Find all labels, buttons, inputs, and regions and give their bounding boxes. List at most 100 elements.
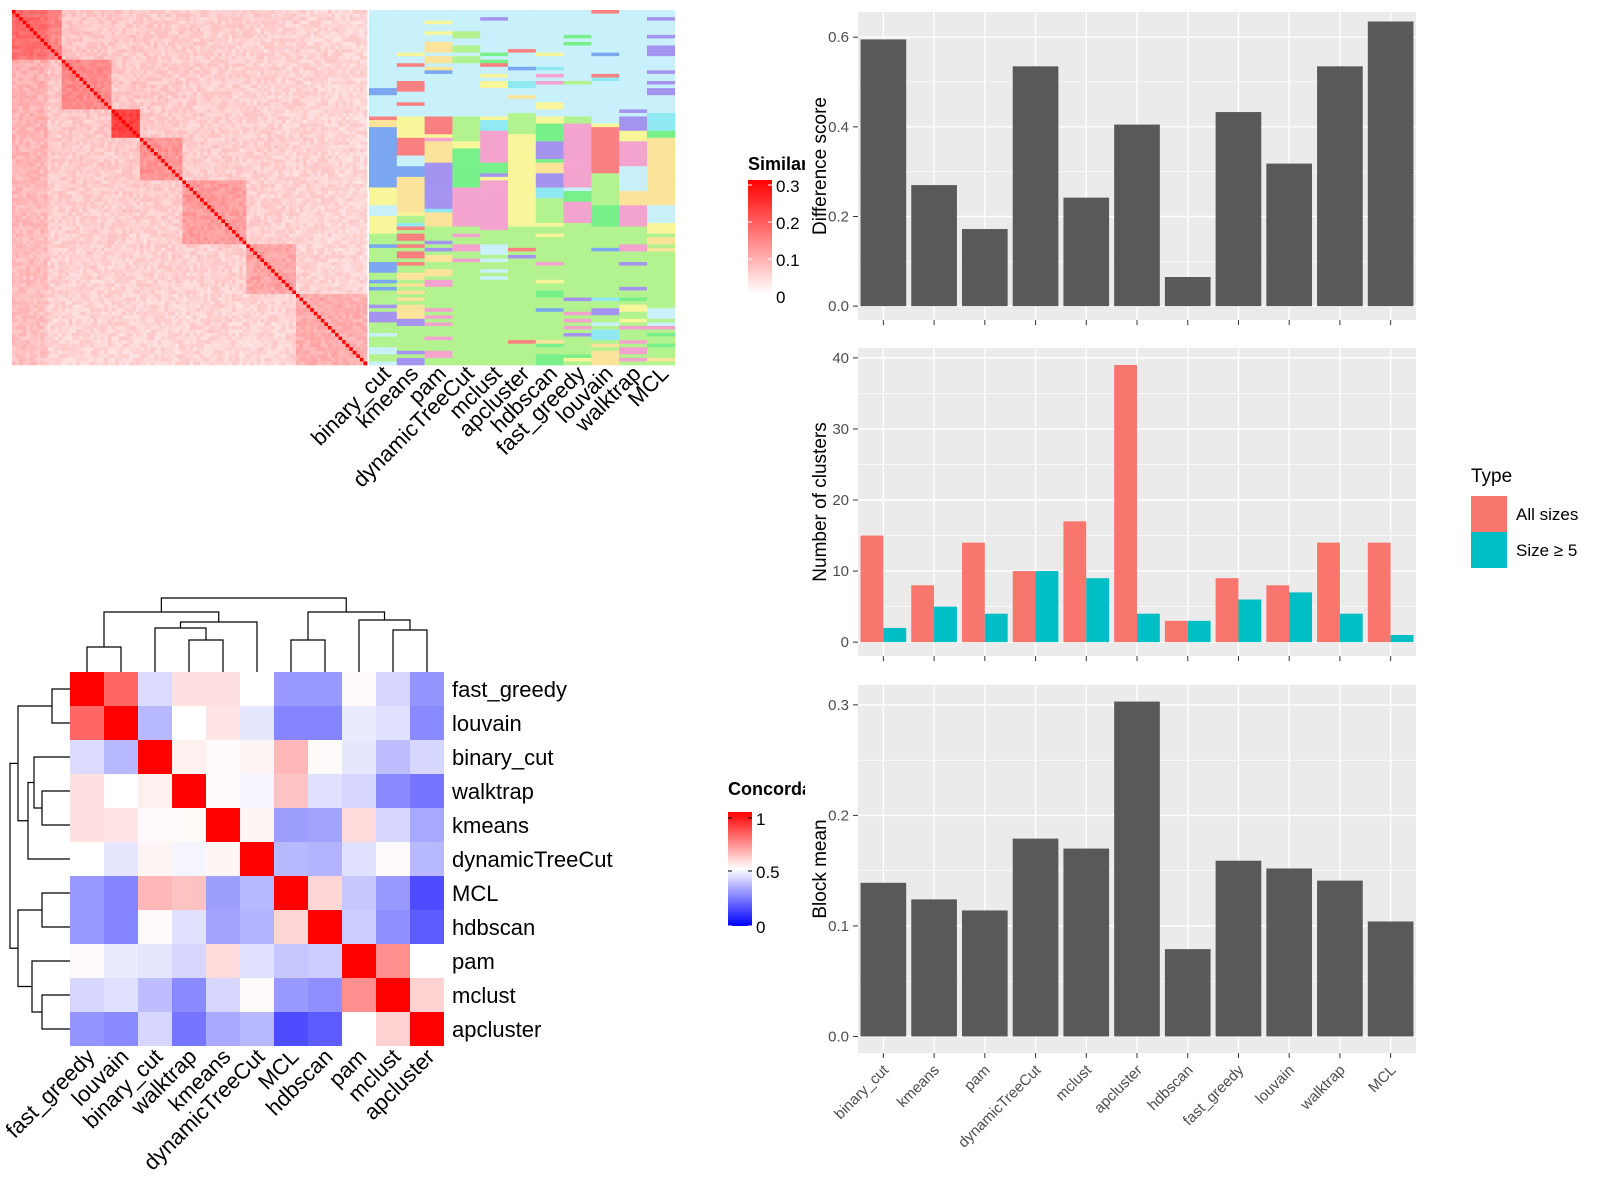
similarity-cell <box>139 70 144 75</box>
similarity-cell <box>203 130 208 135</box>
similarity-cell <box>118 24 123 29</box>
similarity-cell <box>267 13 272 18</box>
similarity-cell <box>299 38 304 43</box>
similarity-cell <box>125 98 130 103</box>
similarity-cell <box>104 162 109 167</box>
similarity-cell <box>143 10 148 14</box>
similarity-cell <box>288 66 293 71</box>
similarity-cell <box>146 102 151 107</box>
similarity-cell <box>225 130 229 135</box>
similarity-cell <box>221 56 226 60</box>
similarity-cell <box>320 134 325 139</box>
similarity-cell <box>146 137 151 142</box>
similarity-cell <box>239 38 244 43</box>
similarity-cell <box>83 155 87 160</box>
similarity-cell <box>136 45 141 50</box>
similarity-cell <box>363 63 368 68</box>
similarity-cell <box>306 84 311 89</box>
similarity-cell <box>239 27 244 32</box>
similarity-cell <box>157 84 162 89</box>
similarity-cell <box>43 141 48 146</box>
similarity-cell <box>22 59 27 64</box>
similarity-cell <box>79 98 84 103</box>
similarity-cell <box>285 91 290 96</box>
similarity-cell <box>256 17 261 21</box>
similarity-cell <box>246 59 251 64</box>
similarity-cell <box>51 116 55 121</box>
similarity-cell <box>320 20 325 25</box>
similarity-cell <box>310 59 315 64</box>
similarity-cell <box>200 20 204 25</box>
similarity-cell <box>225 20 229 25</box>
similarity-cell <box>356 137 361 142</box>
similarity-cell <box>61 41 66 46</box>
similarity-cell <box>271 127 275 131</box>
similarity-cell <box>164 59 169 64</box>
similarity-cell <box>175 34 180 39</box>
similarity-cell <box>164 81 169 85</box>
similarity-cell <box>320 27 325 32</box>
similarity-cell <box>271 144 275 149</box>
similarity-cell <box>363 91 368 96</box>
similarity-cell <box>90 91 94 96</box>
similarity-cell <box>83 162 87 167</box>
similarity-cell <box>61 130 66 135</box>
similarity-cell <box>200 38 204 43</box>
similarity-cell <box>249 20 254 25</box>
similarity-cell <box>107 134 112 139</box>
similarity-cell <box>143 95 148 100</box>
similarity-cell <box>271 34 275 39</box>
similarity-cell <box>132 81 137 85</box>
similarity-cell <box>171 144 176 149</box>
similarity-cell <box>221 63 226 68</box>
similarity-cell <box>100 10 105 14</box>
similarity-cell <box>36 102 41 107</box>
similarity-cell <box>320 120 325 124</box>
similarity-cell <box>178 38 183 43</box>
similarity-cell <box>214 27 219 32</box>
similarity-cell <box>189 173 194 178</box>
similarity-cell <box>168 24 173 29</box>
similarity-cell <box>143 13 148 18</box>
similarity-cell <box>54 98 59 103</box>
similarity-cell <box>36 73 41 78</box>
similarity-cell <box>26 112 31 117</box>
similarity-cell <box>356 34 361 39</box>
similarity-cell <box>281 105 286 110</box>
similarity-cell <box>171 56 176 60</box>
similarity-cell <box>242 112 247 117</box>
similarity-cell <box>359 81 364 85</box>
similarity-cell <box>97 17 102 21</box>
similarity-cell <box>111 59 116 64</box>
similarity-cell <box>125 52 130 57</box>
similarity-cell <box>221 183 226 188</box>
similarity-cell <box>33 20 38 25</box>
similarity-cell <box>203 148 208 153</box>
similarity-cell <box>143 88 148 92</box>
similarity-cell <box>47 52 52 57</box>
similarity-cell <box>175 166 180 171</box>
similarity-cell <box>22 84 27 89</box>
similarity-cell <box>146 13 151 18</box>
similarity-cell <box>189 31 194 36</box>
similarity-cell <box>83 116 87 121</box>
similarity-cell <box>15 166 20 171</box>
similarity-cell <box>157 20 162 25</box>
similarity-cell <box>359 91 364 96</box>
similarity-cell <box>111 66 116 71</box>
similarity-cell <box>68 41 73 46</box>
similarity-cell <box>65 144 70 149</box>
similarity-cell <box>150 141 155 146</box>
similarity-cell <box>93 41 98 46</box>
similarity-cell <box>207 41 212 46</box>
similarity-cell <box>246 152 251 156</box>
similarity-cell <box>249 27 254 32</box>
similarity-cell <box>306 183 311 188</box>
similarity-cell <box>207 24 212 29</box>
similarity-cell <box>331 88 336 92</box>
similarity-cell <box>225 116 229 121</box>
similarity-cell <box>122 144 126 149</box>
similarity-cell <box>356 41 361 46</box>
similarity-cell <box>104 45 109 50</box>
similarity-cell <box>335 141 339 146</box>
